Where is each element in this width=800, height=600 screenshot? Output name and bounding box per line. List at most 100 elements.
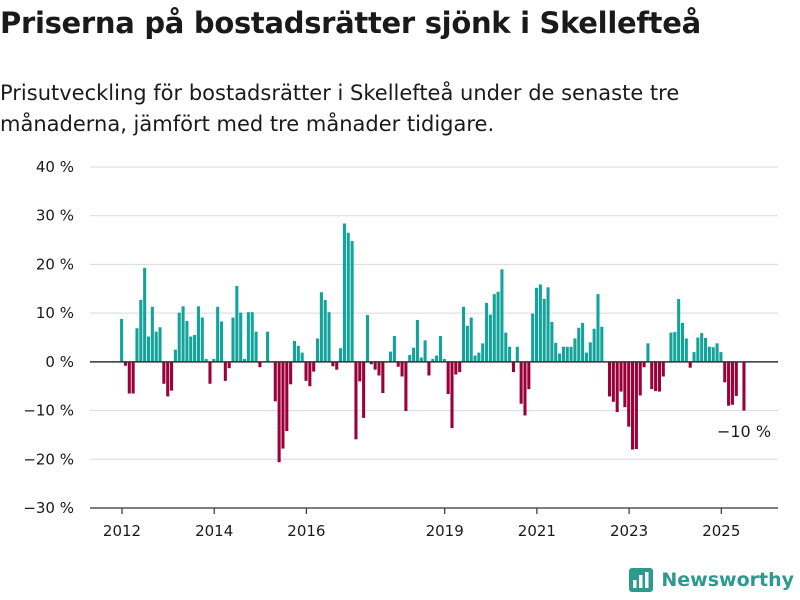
bar xyxy=(554,342,558,362)
bar xyxy=(404,361,408,412)
newsworthy-logo: Newsworthy xyxy=(629,568,794,592)
bar xyxy=(346,232,350,362)
bar xyxy=(120,318,124,362)
bar xyxy=(212,358,216,362)
bar xyxy=(450,361,454,429)
bar xyxy=(588,342,592,362)
bar xyxy=(611,361,615,402)
bar xyxy=(654,361,658,392)
bar xyxy=(527,361,531,390)
bar xyxy=(289,361,293,385)
y-tick-label: 10 % xyxy=(36,304,74,322)
bar xyxy=(316,338,320,362)
x-tick-label: 2016 xyxy=(287,522,325,540)
bar xyxy=(465,325,469,362)
bar xyxy=(381,361,385,394)
y-tick-label: −10 % xyxy=(23,402,74,420)
bar xyxy=(734,361,738,396)
bar xyxy=(711,347,715,362)
bar xyxy=(473,355,477,362)
bars xyxy=(120,223,746,463)
bar xyxy=(600,326,604,362)
bar xyxy=(408,355,412,362)
bar xyxy=(550,321,554,362)
x-tick-label: 2021 xyxy=(518,522,556,540)
bar xyxy=(454,361,458,375)
bar xyxy=(146,336,151,362)
bar xyxy=(350,241,354,362)
bar xyxy=(558,353,562,362)
bar xyxy=(331,361,335,367)
bar xyxy=(680,322,685,362)
bar xyxy=(365,315,370,362)
bar xyxy=(312,361,316,372)
bar xyxy=(123,361,127,366)
x-tick-label: 2023 xyxy=(610,522,648,540)
bar xyxy=(719,352,723,362)
bar xyxy=(634,361,638,450)
bar xyxy=(219,321,224,362)
bar xyxy=(619,361,623,392)
bar xyxy=(684,338,688,362)
x-tick-label: 2025 xyxy=(702,522,740,540)
bar xyxy=(573,338,577,362)
chart-title: Priserna på bostadsrätter sjönk i Skelle… xyxy=(0,6,701,40)
bar xyxy=(715,343,719,362)
bar xyxy=(177,312,181,362)
bar xyxy=(596,294,600,362)
bar xyxy=(508,346,512,362)
bar xyxy=(131,361,135,394)
bar xyxy=(623,361,627,408)
bar xyxy=(627,361,631,427)
bar xyxy=(243,358,247,362)
bar xyxy=(458,361,462,373)
bar xyxy=(615,361,619,413)
bar xyxy=(742,361,746,411)
bar xyxy=(300,352,304,362)
brand-name: Newsworthy xyxy=(661,569,794,591)
bar xyxy=(642,361,646,368)
bar xyxy=(723,361,727,383)
tick-labels: 40 % 30 % 20 % 10 % 0 % −10 % −20 % −30 % 2012 20… xyxy=(23,158,771,540)
bar xyxy=(592,328,596,362)
bar xyxy=(223,361,227,381)
x-tick-label: 2019 xyxy=(426,522,464,540)
bar xyxy=(500,269,504,362)
bar xyxy=(170,361,174,391)
bar xyxy=(308,361,312,387)
bar xyxy=(273,361,277,402)
x-tick-label: 2012 xyxy=(103,522,141,540)
bar xyxy=(423,340,427,362)
bar xyxy=(677,299,681,362)
bar xyxy=(704,337,708,362)
bar xyxy=(354,361,358,440)
bar xyxy=(511,361,515,373)
bar xyxy=(396,361,400,367)
bar xyxy=(577,327,581,362)
y-tick-label: 30 % xyxy=(36,207,74,225)
bar xyxy=(696,337,700,362)
bar xyxy=(250,312,254,362)
bar xyxy=(607,361,612,397)
bar xyxy=(504,332,508,362)
bar xyxy=(569,346,573,362)
bar xyxy=(392,336,396,362)
bar xyxy=(477,352,481,362)
y-tick-label: −30 % xyxy=(23,499,74,517)
bar xyxy=(285,361,289,432)
y-tick-label: −20 % xyxy=(23,450,74,468)
bar xyxy=(542,299,546,362)
bar xyxy=(646,343,650,362)
bar xyxy=(254,331,258,362)
bar xyxy=(185,320,189,362)
bar xyxy=(196,306,200,362)
bar xyxy=(162,361,166,384)
bar xyxy=(565,346,569,362)
bar xyxy=(538,284,542,362)
bar xyxy=(231,317,235,362)
bar xyxy=(638,361,642,396)
bar xyxy=(661,361,665,377)
bar xyxy=(373,361,377,370)
bar xyxy=(258,361,262,368)
bar xyxy=(415,319,419,362)
